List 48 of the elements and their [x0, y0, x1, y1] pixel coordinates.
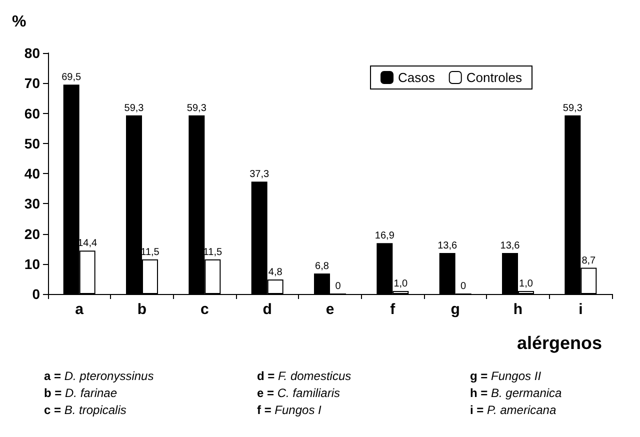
data-label: 0	[335, 281, 342, 292]
y-tick-label: 50	[24, 135, 40, 152]
text: b = D. farinae	[44, 386, 118, 400]
y-tick-label: 70	[24, 75, 40, 92]
x-tick-label: h	[513, 301, 523, 318]
text: i = P. americana	[470, 403, 556, 417]
text: f = Fungos I	[257, 403, 322, 417]
x-tick-label: e	[326, 301, 334, 318]
data-label: 59,3	[186, 102, 207, 114]
text: c = B. tropicalis	[44, 403, 126, 417]
y-tick-label: 40	[24, 166, 40, 182]
x-tick-label: f	[390, 301, 396, 318]
data-label: 37,3	[250, 169, 270, 180]
text: e = C. familiaris	[257, 386, 340, 400]
y-tick-label: 80	[24, 45, 40, 61]
y-tick-label: 60	[24, 105, 40, 122]
text: a = D. pteronyssinus	[44, 369, 154, 383]
y-tick-label: 10	[24, 256, 40, 272]
x-tick-label: i	[578, 301, 583, 318]
data-label: 11,5	[140, 246, 160, 258]
data-label: 1,0	[394, 278, 408, 290]
data-label: 16,9	[374, 230, 395, 242]
legend-label: Casos	[398, 70, 436, 85]
x-tick-label: b	[137, 301, 147, 318]
legend-label: Controles	[466, 70, 522, 85]
x-axis-title: alérgenos	[516, 333, 602, 353]
y-axis-title: %	[12, 14, 26, 30]
data-label: 59,3	[562, 102, 583, 114]
y-tick-label: 20	[24, 226, 40, 242]
data-label: 13,6	[438, 240, 458, 252]
data-label: 8,7	[582, 255, 596, 266]
x-tick-label: g	[450, 301, 460, 318]
text: g = Fungos II	[470, 369, 542, 383]
x-tick-label: c	[200, 301, 209, 318]
text: h = B. germanica	[470, 386, 562, 400]
data-label: 6,8	[315, 261, 330, 272]
x-tick-label: a	[75, 301, 84, 318]
data-label: 11,5	[203, 246, 222, 258]
data-label: 4,8	[268, 267, 283, 278]
y-tick-label: 30	[24, 196, 40, 212]
data-label: 59,3	[124, 102, 144, 114]
data-label: 1,0	[519, 278, 534, 290]
data-label: 69,5	[62, 72, 82, 84]
x-tick-label: d	[262, 301, 272, 318]
data-label: 13,6	[500, 240, 520, 252]
text: d = F. domesticus	[257, 369, 352, 383]
y-tick-label: 0	[32, 286, 40, 302]
data-label: 0	[460, 281, 467, 292]
